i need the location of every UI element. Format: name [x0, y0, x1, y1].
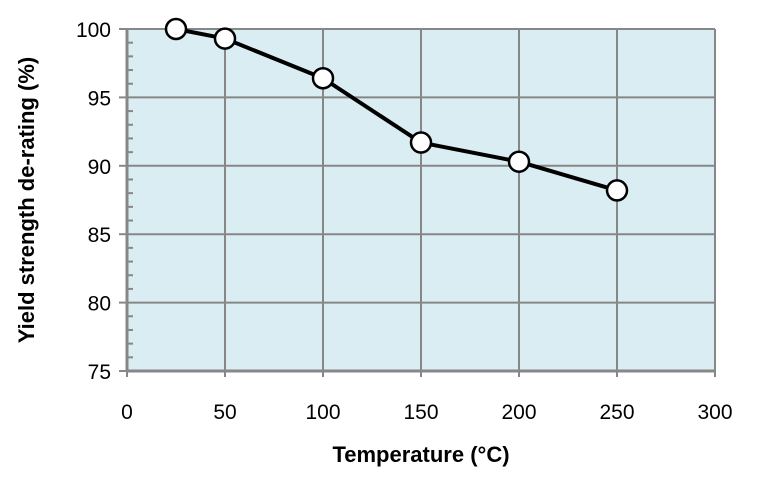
y-tick-label: 100: [76, 19, 111, 42]
x-tick-label: 50: [213, 401, 236, 424]
y-tick-label: 85: [88, 224, 111, 247]
y-tick-label: 90: [88, 156, 111, 179]
x-tick-label: 250: [599, 401, 634, 424]
y-tick-label: 75: [88, 361, 111, 384]
data-point: [311, 66, 335, 90]
x-tick-label: 150: [403, 401, 438, 424]
y-tick-label: 80: [88, 293, 111, 316]
data-point: [213, 27, 237, 50]
data-point: [409, 131, 433, 154]
x-axis-title: Temperature (°C): [332, 442, 509, 467]
x-tick-label: 300: [697, 401, 732, 424]
data-point: [605, 179, 629, 202]
x-tick-label: 200: [501, 401, 536, 424]
x-tick-label: 0: [121, 401, 133, 424]
data-point: [507, 150, 531, 173]
data-point: [164, 17, 188, 41]
x-tick-label: 100: [305, 401, 340, 424]
y-axis-title: Yield strength de-rating (%): [14, 57, 39, 343]
y-tick-label: 95: [88, 87, 111, 110]
